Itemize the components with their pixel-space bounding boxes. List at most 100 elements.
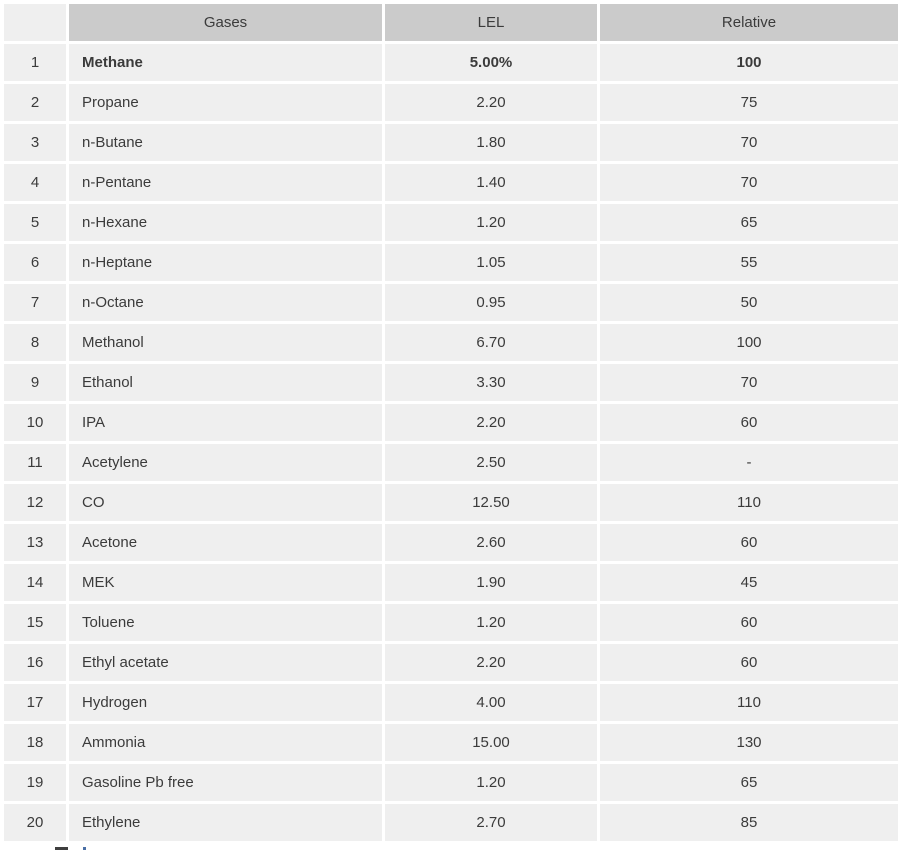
header-lel: LEL — [385, 4, 597, 41]
cell-relative: 130 — [600, 724, 898, 761]
cell-relative: 100 — [600, 44, 898, 81]
cell-lel: 3.30 — [385, 364, 597, 401]
header-gases: Gases — [69, 4, 382, 41]
cell-relative: 75 — [600, 84, 898, 121]
cell-relative: 70 — [600, 164, 898, 201]
cell-gas: Ammonia — [69, 724, 382, 761]
table-row: 3 n-Butane 1.80 70 — [4, 124, 898, 161]
cell-gas: IPA — [69, 404, 382, 441]
cell-index: 7 — [4, 284, 66, 321]
cell-relative: - — [600, 444, 898, 481]
table-row: 4 n-Pentane 1.40 70 — [4, 164, 898, 201]
cell-lel: 2.50 — [385, 444, 597, 481]
table-row: 6 n-Heptane 1.05 55 — [4, 244, 898, 281]
cell-relative: 70 — [600, 364, 898, 401]
cell-relative: 60 — [600, 604, 898, 641]
cell-relative: 50 — [600, 284, 898, 321]
cell-relative: 60 — [600, 644, 898, 681]
cell-index: 18 — [4, 724, 66, 761]
clipped-footnote-fragment — [55, 846, 95, 850]
header-index — [4, 4, 66, 41]
cell-relative: 45 — [600, 564, 898, 601]
cell-gas: Toluene — [69, 604, 382, 641]
cell-index: 17 — [4, 684, 66, 721]
cell-gas: n-Heptane — [69, 244, 382, 281]
table-row: 7 n-Octane 0.95 50 — [4, 284, 898, 321]
cell-lel: 12.50 — [385, 484, 597, 521]
cell-lel: 1.40 — [385, 164, 597, 201]
table-row: 16 Ethyl acetate 2.20 60 — [4, 644, 898, 681]
cell-lel: 2.20 — [385, 644, 597, 681]
cell-gas: n-Hexane — [69, 204, 382, 241]
cell-lel: 6.70 — [385, 324, 597, 361]
cell-lel: 1.20 — [385, 764, 597, 801]
table-row: 5 n-Hexane 1.20 65 — [4, 204, 898, 241]
table-row: 8 Methanol 6.70 100 — [4, 324, 898, 361]
cell-relative: 100 — [600, 324, 898, 361]
cell-index: 8 — [4, 324, 66, 361]
cell-relative: 85 — [600, 804, 898, 841]
cell-index: 6 — [4, 244, 66, 281]
cell-gas: Ethanol — [69, 364, 382, 401]
cell-gas: n-Butane — [69, 124, 382, 161]
cell-lel: 5.00% — [385, 44, 597, 81]
cell-relative: 70 — [600, 124, 898, 161]
cell-lel: 2.70 — [385, 804, 597, 841]
table-row: 12 CO 12.50 110 — [4, 484, 898, 521]
cell-index: 1 — [4, 44, 66, 81]
cell-gas: Ethyl acetate — [69, 644, 382, 681]
cell-index: 19 — [4, 764, 66, 801]
cell-lel: 0.95 — [385, 284, 597, 321]
cell-lel: 2.60 — [385, 524, 597, 561]
cell-index: 16 — [4, 644, 66, 681]
cell-relative: 60 — [600, 524, 898, 561]
cell-relative: 110 — [600, 684, 898, 721]
cell-gas: MEK — [69, 564, 382, 601]
cell-relative: 110 — [600, 484, 898, 521]
cell-index: 5 — [4, 204, 66, 241]
cell-relative: 65 — [600, 764, 898, 801]
cell-gas: Ethylene — [69, 804, 382, 841]
cell-index: 9 — [4, 364, 66, 401]
cell-gas: Methanol — [69, 324, 382, 361]
cell-lel: 1.05 — [385, 244, 597, 281]
table-header-row: Gases LEL Relative — [4, 4, 898, 41]
cell-gas: CO — [69, 484, 382, 521]
table-body: 1 Methane 5.00% 100 2 Propane 2.20 75 3 n-Butane 1… — [4, 44, 898, 841]
cell-index: 12 — [4, 484, 66, 521]
table-row: 10 IPA 2.20 60 — [4, 404, 898, 441]
table-row: 17 Hydrogen 4.00 110 — [4, 684, 898, 721]
cell-lel: 1.90 — [385, 564, 597, 601]
table-row: 1 Methane 5.00% 100 — [4, 44, 898, 81]
cell-index: 14 — [4, 564, 66, 601]
cell-gas: Acetone — [69, 524, 382, 561]
cell-gas: n-Pentane — [69, 164, 382, 201]
cell-gas: n-Octane — [69, 284, 382, 321]
cell-index: 13 — [4, 524, 66, 561]
table-row: 19 Gasoline Pb free 1.20 65 — [4, 764, 898, 801]
table-row: 2 Propane 2.20 75 — [4, 84, 898, 121]
cell-gas: Acetylene — [69, 444, 382, 481]
cell-relative: 55 — [600, 244, 898, 281]
cell-lel: 4.00 — [385, 684, 597, 721]
cell-gas: Hydrogen — [69, 684, 382, 721]
cell-relative: 60 — [600, 404, 898, 441]
cell-relative: 65 — [600, 204, 898, 241]
cell-lel: 1.80 — [385, 124, 597, 161]
table-row: 14 MEK 1.90 45 — [4, 564, 898, 601]
table-row: 9 Ethanol 3.30 70 — [4, 364, 898, 401]
cell-gas: Propane — [69, 84, 382, 121]
cell-index: 10 — [4, 404, 66, 441]
cell-index: 15 — [4, 604, 66, 641]
table-row: 20 Ethylene 2.70 85 — [4, 804, 898, 841]
cell-lel: 1.20 — [385, 604, 597, 641]
table-row: 11 Acetylene 2.50- — [4, 444, 898, 481]
cell-index: 2 — [4, 84, 66, 121]
cell-lel: 2.20 — [385, 84, 597, 121]
cell-gas: Gasoline Pb free — [69, 764, 382, 801]
header-relative: Relative — [600, 4, 898, 41]
cell-index: 3 — [4, 124, 66, 161]
table-row: 18 Ammonia 15.00 130 — [4, 724, 898, 761]
cell-lel: 2.20 — [385, 404, 597, 441]
